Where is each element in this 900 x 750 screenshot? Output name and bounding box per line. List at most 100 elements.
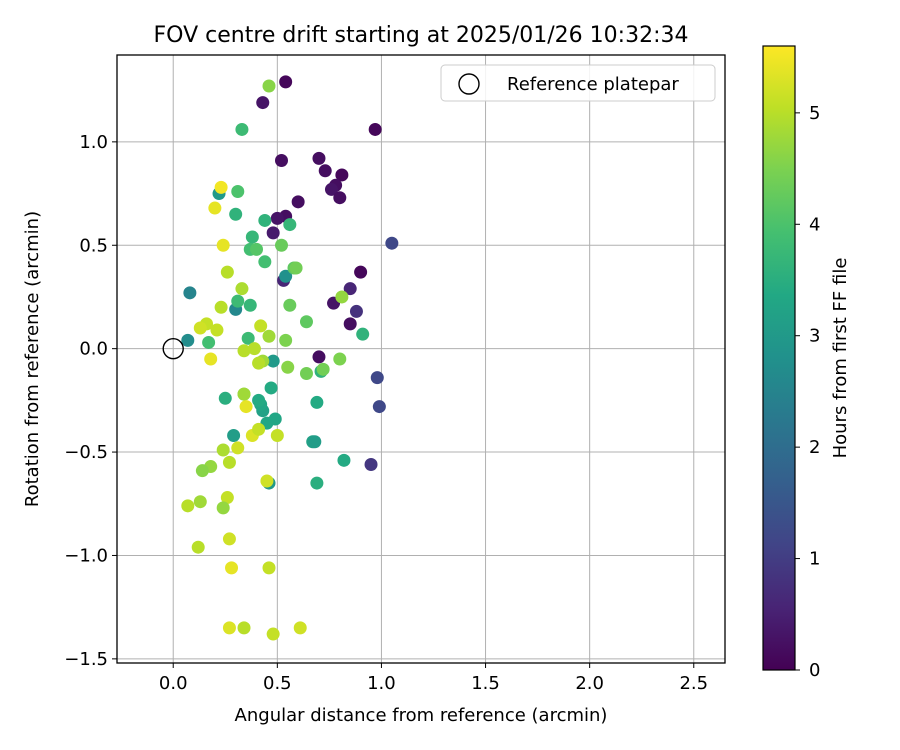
- data-point: [324, 182, 338, 196]
- data-point: [252, 356, 266, 370]
- data-point: [222, 621, 236, 635]
- data-point: [237, 344, 251, 358]
- data-point: [318, 164, 332, 178]
- data-point: [252, 422, 266, 436]
- data-point: [247, 342, 261, 356]
- x-tick-label: 0.0: [159, 673, 188, 694]
- data-point: [349, 304, 363, 318]
- data-point: [258, 255, 272, 269]
- data-point: [243, 298, 257, 312]
- data-point: [343, 317, 357, 331]
- y-tick-label: −0.5: [64, 442, 108, 463]
- colorbar-tick-label: 4: [809, 214, 820, 235]
- data-point: [283, 298, 297, 312]
- data-point: [227, 429, 241, 443]
- colorbar-tick-label: 5: [809, 103, 820, 124]
- data-point: [193, 495, 207, 509]
- plot-frame: [116, 54, 726, 664]
- data-point: [337, 453, 351, 467]
- x-axis-ticks: 0.0 0.5 1.0 1.5 2.0 2.5: [159, 663, 708, 694]
- data-point: [229, 207, 243, 221]
- data-point: [250, 242, 264, 256]
- data-point: [264, 381, 278, 395]
- x-axis-label: Angular distance from reference (arcmin): [235, 705, 608, 726]
- data-point: [312, 151, 326, 165]
- chart-title: FOV centre drift starting at 2025/01/26 …: [154, 23, 689, 48]
- data-point: [231, 441, 245, 455]
- data-point: [354, 265, 368, 279]
- data-point: [316, 362, 330, 376]
- data-point: [208, 201, 222, 215]
- data-point: [262, 79, 276, 93]
- x-tick-label: 0.5: [263, 673, 292, 694]
- data-point: [216, 238, 230, 252]
- data-point: [268, 412, 282, 426]
- data-point: [370, 371, 384, 385]
- x-tick-label: 2.5: [679, 673, 708, 694]
- data-points: [181, 75, 399, 641]
- data-point: [333, 352, 347, 366]
- colorbar-ticks: 0 1 2 3 4 5: [795, 103, 820, 681]
- data-point: [204, 352, 218, 366]
- data-point: [279, 75, 293, 89]
- data-point: [222, 532, 236, 546]
- data-point: [214, 300, 228, 314]
- data-point: [252, 393, 266, 407]
- data-point: [291, 195, 305, 209]
- colorbar-tick-label: 1: [809, 549, 820, 570]
- x-tick-label: 1.0: [367, 673, 396, 694]
- legend: Reference platepar: [440, 64, 716, 102]
- data-point: [266, 226, 280, 240]
- data-point: [254, 319, 268, 333]
- data-point: [293, 621, 307, 635]
- data-point: [218, 391, 232, 405]
- data-point: [220, 265, 234, 279]
- data-point: [237, 621, 251, 635]
- data-point: [310, 476, 324, 490]
- data-point: [335, 290, 349, 304]
- data-point: [245, 230, 259, 244]
- legend-marker-reference: [458, 73, 480, 95]
- y-tick-label: −1.5: [64, 649, 108, 670]
- colorbar-label: Hours from first FF file: [830, 258, 851, 459]
- colorbar: 0 1 2 3 4 5 Hours from first FF file: [762, 45, 851, 681]
- data-point: [225, 561, 239, 575]
- data-point: [289, 261, 303, 275]
- data-point: [310, 395, 324, 409]
- colorbar-gradient: [762, 45, 796, 671]
- x-tick-label: 2.0: [575, 673, 604, 694]
- data-point: [237, 387, 251, 401]
- y-tick-label: 0.5: [79, 235, 108, 256]
- data-point: [181, 333, 195, 347]
- data-point: [279, 269, 293, 283]
- data-point: [266, 354, 280, 368]
- data-point: [214, 180, 228, 194]
- data-point: [216, 501, 230, 515]
- data-point: [274, 238, 288, 252]
- data-point: [260, 474, 274, 488]
- colorbar-tick-label: 3: [809, 326, 820, 347]
- data-point: [231, 184, 245, 198]
- data-point: [283, 218, 297, 232]
- data-point: [239, 400, 253, 414]
- data-point: [231, 294, 245, 308]
- data-point: [256, 96, 270, 110]
- data-point: [216, 443, 230, 457]
- data-point: [181, 499, 195, 513]
- data-point: [279, 333, 293, 347]
- y-tick-label: −1.0: [64, 545, 108, 566]
- data-point: [202, 335, 216, 349]
- data-point: [262, 329, 276, 343]
- data-point: [191, 540, 205, 554]
- data-point: [356, 327, 370, 341]
- legend-label-reference: Reference platepar: [507, 74, 679, 95]
- data-point: [220, 491, 234, 505]
- data-point: [195, 464, 209, 478]
- data-point: [281, 360, 295, 374]
- data-point: [312, 350, 326, 364]
- data-point: [222, 455, 236, 469]
- data-point: [210, 323, 224, 337]
- colorbar-tick-label: 0: [809, 660, 820, 681]
- data-point: [235, 282, 249, 296]
